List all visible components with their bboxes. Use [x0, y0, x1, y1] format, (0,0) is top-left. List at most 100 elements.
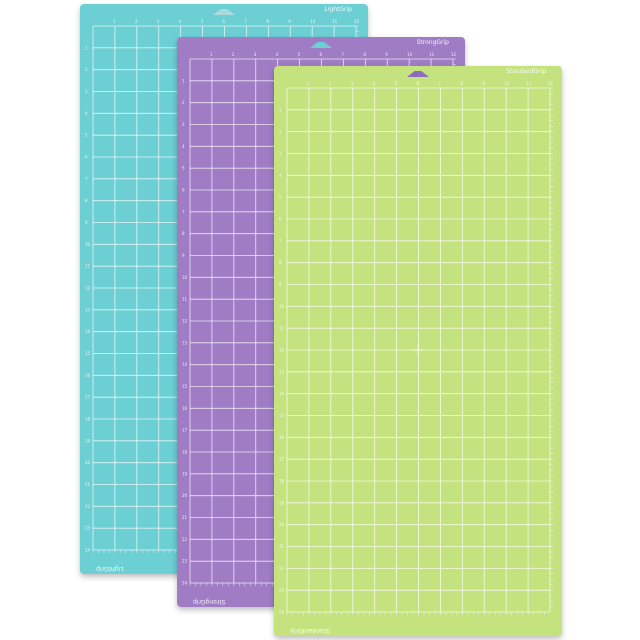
ruler-number: 4	[279, 173, 282, 178]
ruler-number: 4	[179, 19, 182, 24]
ruler-number: 22	[279, 566, 285, 571]
mat-label: StandardGrip	[506, 68, 546, 75]
ruler-number: 14	[279, 391, 285, 396]
ruler-number: 12	[279, 348, 285, 353]
ruler-number: 2	[279, 129, 282, 134]
ruler-number: 22	[85, 504, 91, 509]
ruler-number: 3	[279, 151, 282, 156]
ruler-number: 3	[85, 89, 88, 94]
ruler-number: 8	[460, 81, 463, 86]
hang-tab	[213, 9, 235, 15]
ruler-number: 3	[254, 52, 257, 57]
ruler-number: 11	[526, 81, 532, 86]
ruler-number: 24	[279, 610, 285, 615]
ruler-number: 10	[504, 81, 510, 86]
ruler-number: 8	[279, 260, 282, 265]
ruler-number: 3	[351, 81, 354, 86]
ruler-number: 7	[279, 238, 282, 243]
ruler-number: 10	[310, 19, 316, 24]
ruler-number: 5	[85, 133, 88, 138]
ruler-number: 12	[354, 19, 360, 24]
mat-label-bottom: LightGrip	[96, 565, 124, 572]
ruler-number: 17	[85, 395, 91, 400]
ruler-number: 19	[279, 500, 285, 505]
ruler-number: 2	[85, 67, 88, 72]
ruler-number: 13	[182, 340, 188, 345]
ruler-number: 5	[182, 166, 185, 171]
ruler-number: 6	[320, 52, 323, 57]
ruler-number: 17	[182, 428, 188, 433]
ruler-number: 13	[85, 307, 91, 312]
ruler-number: 6	[223, 19, 226, 24]
ruler-number: 4	[373, 81, 376, 86]
ruler-number: 3	[182, 122, 185, 127]
ruler-number: 11	[429, 52, 435, 57]
ruler-number: 6	[279, 217, 282, 222]
standardgrip-mat: 1 2 3 4 5 6 7 8 9 10 11 12 1 2 3 4 5 6 7 8 9 10 11 12 13 14 15 16 17…	[274, 66, 562, 636]
ruler-number: 2	[232, 52, 235, 57]
ruler-number: 7	[85, 176, 88, 181]
ruler-number: 6	[85, 155, 88, 160]
ruler-number: 15	[279, 413, 285, 418]
ruler-number: 9	[482, 81, 485, 86]
ruler-number: 21	[279, 544, 285, 549]
ruler-number: 16	[279, 435, 285, 440]
ruler-number: 20	[85, 460, 91, 465]
ruler-number: 7	[182, 209, 185, 214]
mat-label-bottom: StandardGrip	[290, 627, 330, 634]
ruler-number: 19	[182, 471, 188, 476]
ruler-number: 1	[307, 81, 310, 86]
ruler-number: 23	[279, 588, 285, 593]
ruler-number: 8	[266, 19, 269, 24]
ruler-number: 23	[182, 559, 188, 564]
ruler-number: 22	[182, 537, 188, 542]
ruler-number: 9	[385, 52, 388, 57]
ruler-number: 14	[182, 362, 188, 367]
cutting-grid: 1 2 3 4 5 6 7 8 9 10 11 121234567891011121314151617…	[279, 81, 554, 615]
ruler-number: 11	[279, 326, 285, 331]
ruler-number: 1	[182, 78, 185, 83]
ruler-number: 5	[279, 195, 282, 200]
ruler-number: 18	[182, 450, 188, 455]
ruler-number: 11	[332, 19, 338, 24]
ruler-number: 7	[244, 19, 247, 24]
ruler-number: 24	[85, 548, 91, 553]
ruler-number: 10	[182, 275, 188, 280]
ruler-number: 23	[85, 526, 91, 531]
ruler-number: 7	[341, 52, 344, 57]
ruler-number: 2	[329, 81, 332, 86]
ruler-number: 16	[182, 406, 188, 411]
ruler-number: 13	[279, 369, 285, 374]
mat-label: LightGrip	[324, 6, 352, 13]
ruler-number: 20	[279, 522, 285, 527]
ruler-number: 8	[182, 231, 185, 236]
ruler-number: 16	[85, 373, 91, 378]
ruler-number: 1	[279, 107, 282, 112]
ruler-number: 8	[85, 198, 88, 203]
ruler-number: 8	[363, 52, 366, 57]
ruler-number: 12	[182, 319, 188, 324]
hang-tab	[310, 42, 332, 48]
ruler-number: 4	[276, 52, 279, 57]
ruler-number: 1	[210, 52, 213, 57]
ruler-number: 21	[85, 482, 91, 487]
ruler-number: 2	[135, 19, 138, 24]
ruler-number: 6	[182, 188, 185, 193]
ruler-number: 11	[85, 264, 91, 269]
ruler-number: 15	[85, 351, 91, 356]
ruler-number: 14	[85, 329, 91, 334]
ruler-number: 6	[417, 81, 420, 86]
ruler-number: 4	[182, 144, 185, 149]
ruler-number: 11	[182, 297, 188, 302]
ruler-number: 15	[182, 384, 188, 389]
ruler-number: 5	[298, 52, 301, 57]
ruler-number: 10	[85, 242, 91, 247]
ruler-number: 3	[157, 19, 160, 24]
ruler-number: 12	[548, 81, 554, 86]
ruler-number: 21	[182, 515, 188, 520]
ruler-number: 19	[85, 438, 91, 443]
ruler-number: 2	[182, 100, 185, 105]
ruler-number: 12	[451, 52, 457, 57]
ruler-number: 9	[85, 220, 88, 225]
ruler-number: 12	[85, 286, 91, 291]
